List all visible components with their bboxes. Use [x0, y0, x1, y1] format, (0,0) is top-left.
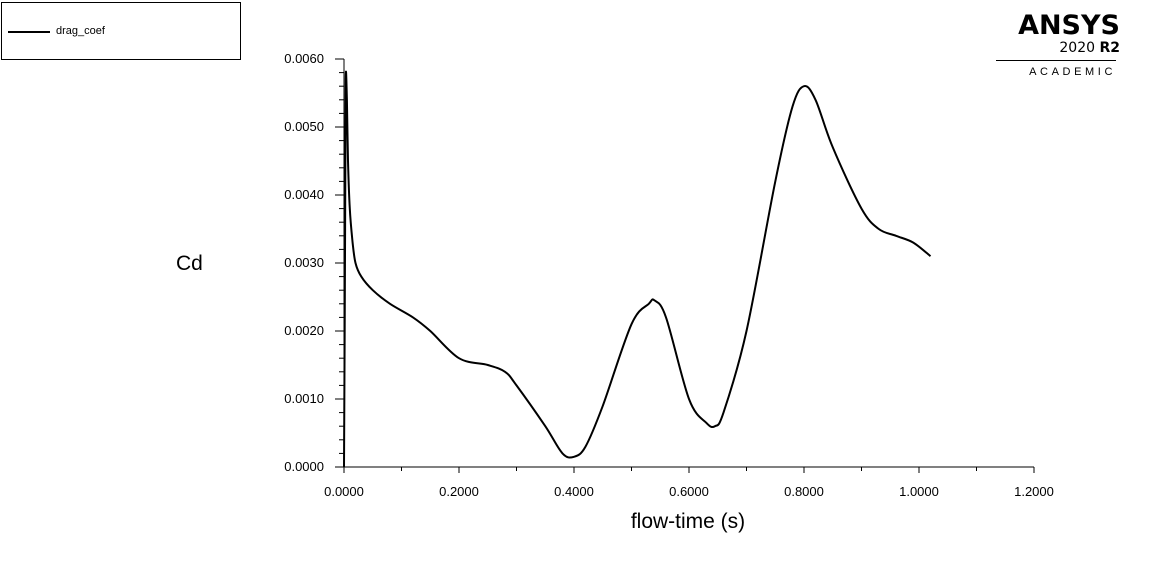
logo-divider — [996, 60, 1116, 61]
y-tick-label: 0.0000 — [284, 459, 324, 474]
legend-box: drag_coef — [1, 2, 241, 60]
y-tick-label: 0.0050 — [284, 119, 324, 134]
y-tick-label: 0.0040 — [284, 187, 324, 202]
x-axis-label: flow-time (s) — [630, 510, 746, 533]
x-tick-label: 0.0000 — [324, 484, 364, 499]
ansys-logo: ANSYS 2020 R2 ACADEMIC — [990, 10, 1120, 82]
legend-swatch-drag-coef — [8, 31, 50, 33]
logo-name: ANSYS — [1018, 10, 1120, 41]
x-tick-label: 0.2000 — [439, 484, 479, 499]
x-tick-label: 0.6000 — [669, 484, 709, 499]
y-tick-label: 0.0020 — [284, 323, 324, 338]
y-tick-label: 0.0010 — [284, 391, 324, 406]
y-tick-label: 0.0030 — [284, 255, 324, 270]
x-tick-label: 0.4000 — [554, 484, 594, 499]
logo-edition: ACADEMIC — [1029, 66, 1116, 78]
logo-year: 2020 — [1059, 40, 1096, 56]
legend-label-drag-coef: drag_coef — [56, 25, 105, 37]
y-axis-label: Cd — [176, 252, 203, 275]
y-tick-label: 0.0060 — [284, 51, 324, 66]
logo-release: R2 — [1099, 40, 1120, 56]
x-tick-label: 1.2000 — [1014, 484, 1054, 499]
series-line-drag-coef — [343, 70, 932, 468]
x-tick-label: 0.8000 — [784, 484, 824, 499]
x-tick-label: 1.0000 — [899, 484, 939, 499]
logo-version: 2020 R2 — [1059, 40, 1120, 56]
